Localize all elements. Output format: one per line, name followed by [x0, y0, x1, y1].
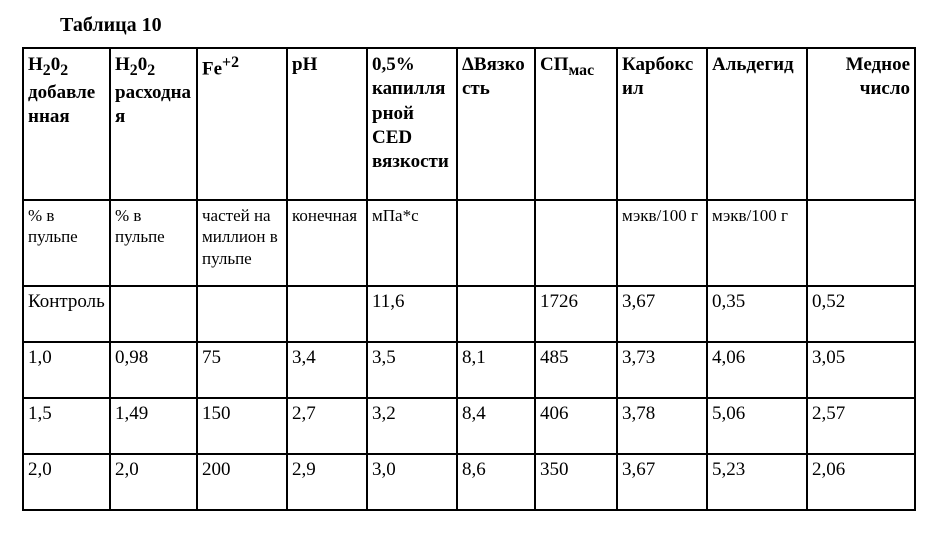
unit-carboxyl: мэкв/100 г	[617, 200, 707, 286]
cell: 0,35	[707, 286, 807, 342]
page: Таблица 10 H202 добавленная H202 расходн…	[0, 0, 945, 551]
cell	[287, 286, 367, 342]
table-units-row: % в пульпе % в пульпе частей на миллион …	[23, 200, 915, 286]
cell	[197, 286, 287, 342]
cell: 3,73	[617, 342, 707, 398]
unit-h2o2-consumed: % в пульпе	[110, 200, 197, 286]
col-header-h2o2-consumed: H202 расходная	[110, 48, 197, 200]
unit-fe2: частей на миллион в пульпе	[197, 200, 287, 286]
cell: 485	[535, 342, 617, 398]
col-header-delta-visc: ΔВязкость	[457, 48, 535, 200]
cell: 200	[197, 454, 287, 510]
cell: 3,78	[617, 398, 707, 454]
cell: 2,57	[807, 398, 915, 454]
cell: 8,4	[457, 398, 535, 454]
unit-ph: конечная	[287, 200, 367, 286]
col-header-ced-viscosity: 0,5% капиллярной CED вязкости	[367, 48, 457, 200]
cell	[110, 286, 197, 342]
cell: 1,0	[23, 342, 110, 398]
cell: 3,2	[367, 398, 457, 454]
cell: 4,06	[707, 342, 807, 398]
cell: 2,0	[23, 454, 110, 510]
cell: 2,06	[807, 454, 915, 510]
col-header-ph: pH	[287, 48, 367, 200]
cell: 2,7	[287, 398, 367, 454]
cell: Контроль	[23, 286, 110, 342]
cell: 11,6	[367, 286, 457, 342]
cell: 0,98	[110, 342, 197, 398]
cell: 3,67	[617, 454, 707, 510]
table-header-row: H202 добавленная H202 расходная Fe+2 pH …	[23, 48, 915, 200]
unit-delta-visc	[457, 200, 535, 286]
cell: 8,1	[457, 342, 535, 398]
unit-ced-viscosity: мПа*с	[367, 200, 457, 286]
cell: 350	[535, 454, 617, 510]
cell: 406	[535, 398, 617, 454]
cell: 3,5	[367, 342, 457, 398]
cell: 3,0	[367, 454, 457, 510]
cell: 1726	[535, 286, 617, 342]
cell: 2,9	[287, 454, 367, 510]
unit-sp-mass	[535, 200, 617, 286]
cell: 5,23	[707, 454, 807, 510]
cell	[457, 286, 535, 342]
unit-h2o2-added: % в пульпе	[23, 200, 110, 286]
unit-copper-number	[807, 200, 915, 286]
unit-aldehyde: мэкв/100 г	[707, 200, 807, 286]
table-row: 2,0 2,0 200 2,9 3,0 8,6 350 3,67 5,23 2,…	[23, 454, 915, 510]
cell: 0,52	[807, 286, 915, 342]
col-header-copper-number: Медное число	[807, 48, 915, 200]
cell: 8,6	[457, 454, 535, 510]
data-table: H202 добавленная H202 расходная Fe+2 pH …	[22, 47, 916, 511]
col-header-aldehyde: Альдегид	[707, 48, 807, 200]
cell: 1,5	[23, 398, 110, 454]
cell: 2,0	[110, 454, 197, 510]
col-header-sp-mass: СПмас	[535, 48, 617, 200]
cell: 150	[197, 398, 287, 454]
col-header-fe2: Fe+2	[197, 48, 287, 200]
table-row: 1,5 1,49 150 2,7 3,2 8,4 406 3,78 5,06 2…	[23, 398, 915, 454]
cell: 75	[197, 342, 287, 398]
cell: 3,4	[287, 342, 367, 398]
table-row: Контроль 11,6 1726 3,67 0,35 0,52	[23, 286, 915, 342]
col-header-carboxyl: Карбоксил	[617, 48, 707, 200]
table-row: 1,0 0,98 75 3,4 3,5 8,1 485 3,73 4,06 3,…	[23, 342, 915, 398]
cell: 3,67	[617, 286, 707, 342]
cell: 1,49	[110, 398, 197, 454]
table-caption: Таблица 10	[60, 14, 923, 37]
cell: 5,06	[707, 398, 807, 454]
cell: 3,05	[807, 342, 915, 398]
col-header-h2o2-added: H202 добавленная	[23, 48, 110, 200]
